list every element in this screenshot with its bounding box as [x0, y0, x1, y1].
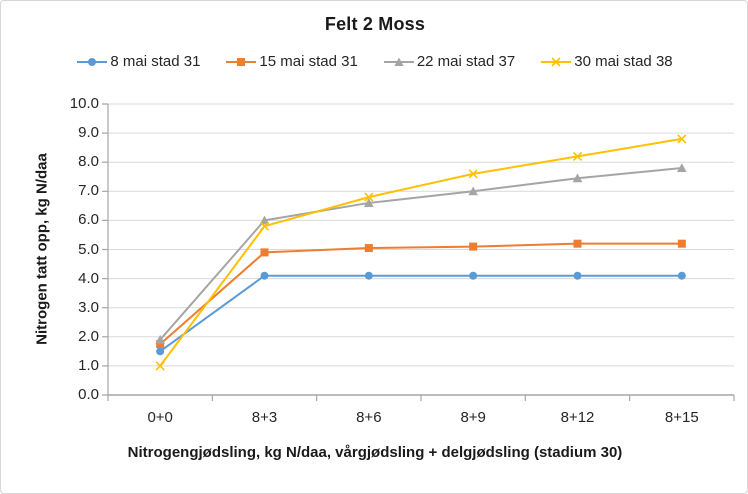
chart-title: Felt 2 Moss: [324, 14, 426, 34]
legend-item-15-mai-stad-31: 15 mai stad 31: [226, 53, 358, 70]
data-point-triangle: [677, 163, 687, 173]
y-tick-label: 1.0: [78, 356, 99, 374]
series-line-8-mai-stad-31: [159, 274, 682, 353]
data-point-triangle: [572, 173, 583, 183]
chart-legend: 8 mai stad 31 15 mai stad 31 22 mai stad 3…: [1, 53, 747, 70]
y-tick-label: 10.0: [69, 95, 99, 112]
data-point-square: [364, 244, 373, 253]
data-point-square: [469, 242, 478, 251]
x-tick-label: 0+0: [147, 409, 173, 426]
data-point-triangle: [155, 334, 165, 344]
y-tick-label: 3.0: [78, 298, 99, 316]
data-point-x: [572, 151, 583, 161]
x-axis-title: Nitrogengjødsling, kg N/daa, vårgjødslin…: [127, 444, 623, 461]
y-axis-title-text: Nitrogen tatt opp, kg N/daa: [33, 153, 51, 345]
legend-item-30-mai-stad-38: 30 mai stad 38: [541, 53, 673, 70]
y-tick-label: 8.0: [78, 153, 99, 171]
y-tick-label: 4.0: [78, 269, 99, 287]
data-point-x: [677, 134, 687, 144]
legend-label: 30 mai stad 38: [574, 53, 673, 70]
data-point-circle: [677, 271, 686, 280]
y-tick-label: 5.0: [78, 240, 99, 258]
y-tick-label: 7.0: [78, 182, 99, 200]
data-point-square: [677, 239, 686, 248]
x-tick-label: 8+9: [460, 409, 486, 426]
y-tick-label: 0.0: [78, 386, 99, 403]
x-tick-label: 8+3: [251, 409, 278, 426]
data-point-triangle: [259, 215, 270, 225]
data-point-circle: [364, 271, 373, 280]
y-tick-label: 9.0: [78, 124, 99, 142]
data-point-square: [156, 340, 165, 349]
series-line-22-mai-stad-37: [159, 167, 682, 341]
series-line-30-mai-stad-38: [159, 137, 682, 367]
y-tick-label: 2.0: [78, 327, 99, 345]
legend-label: 8 mai stad 31: [110, 53, 201, 70]
data-point-circle: [573, 271, 582, 280]
legend-label: 15 mai stad 31: [259, 53, 358, 70]
legend-label: 22 mai stad 37: [416, 53, 516, 70]
data-point-x: [155, 361, 165, 371]
x-tick-label: 8+15: [664, 409, 699, 426]
data-point-x: [259, 221, 270, 231]
x-tick-label: 8+6: [356, 409, 382, 426]
data-point-triangle: [468, 186, 478, 196]
legend-swatch-square-icon: [226, 57, 257, 66]
legend-swatch-circle-icon: [77, 57, 108, 66]
data-point-circle: [260, 271, 269, 280]
data-point-circle: [156, 347, 165, 356]
legend-swatch-x-icon: [541, 56, 572, 67]
data-point-circle: [469, 271, 478, 280]
x-tick-label: 8+12: [560, 409, 595, 426]
data-point-x: [468, 169, 478, 179]
data-point-square: [260, 248, 269, 257]
legend-swatch-triangle-icon: [383, 57, 414, 66]
y-tick-label: 6.0: [78, 211, 99, 229]
legend-item-22-mai-stad-37: 22 mai stad 37: [383, 53, 516, 70]
series-line-15-mai-stad-31: [159, 242, 682, 345]
legend-item-8-mai-stad-31: 8 mai stad 31: [77, 53, 200, 70]
data-point-x: [364, 192, 374, 202]
data-point-square: [573, 239, 582, 248]
data-point-triangle: [364, 198, 374, 207]
